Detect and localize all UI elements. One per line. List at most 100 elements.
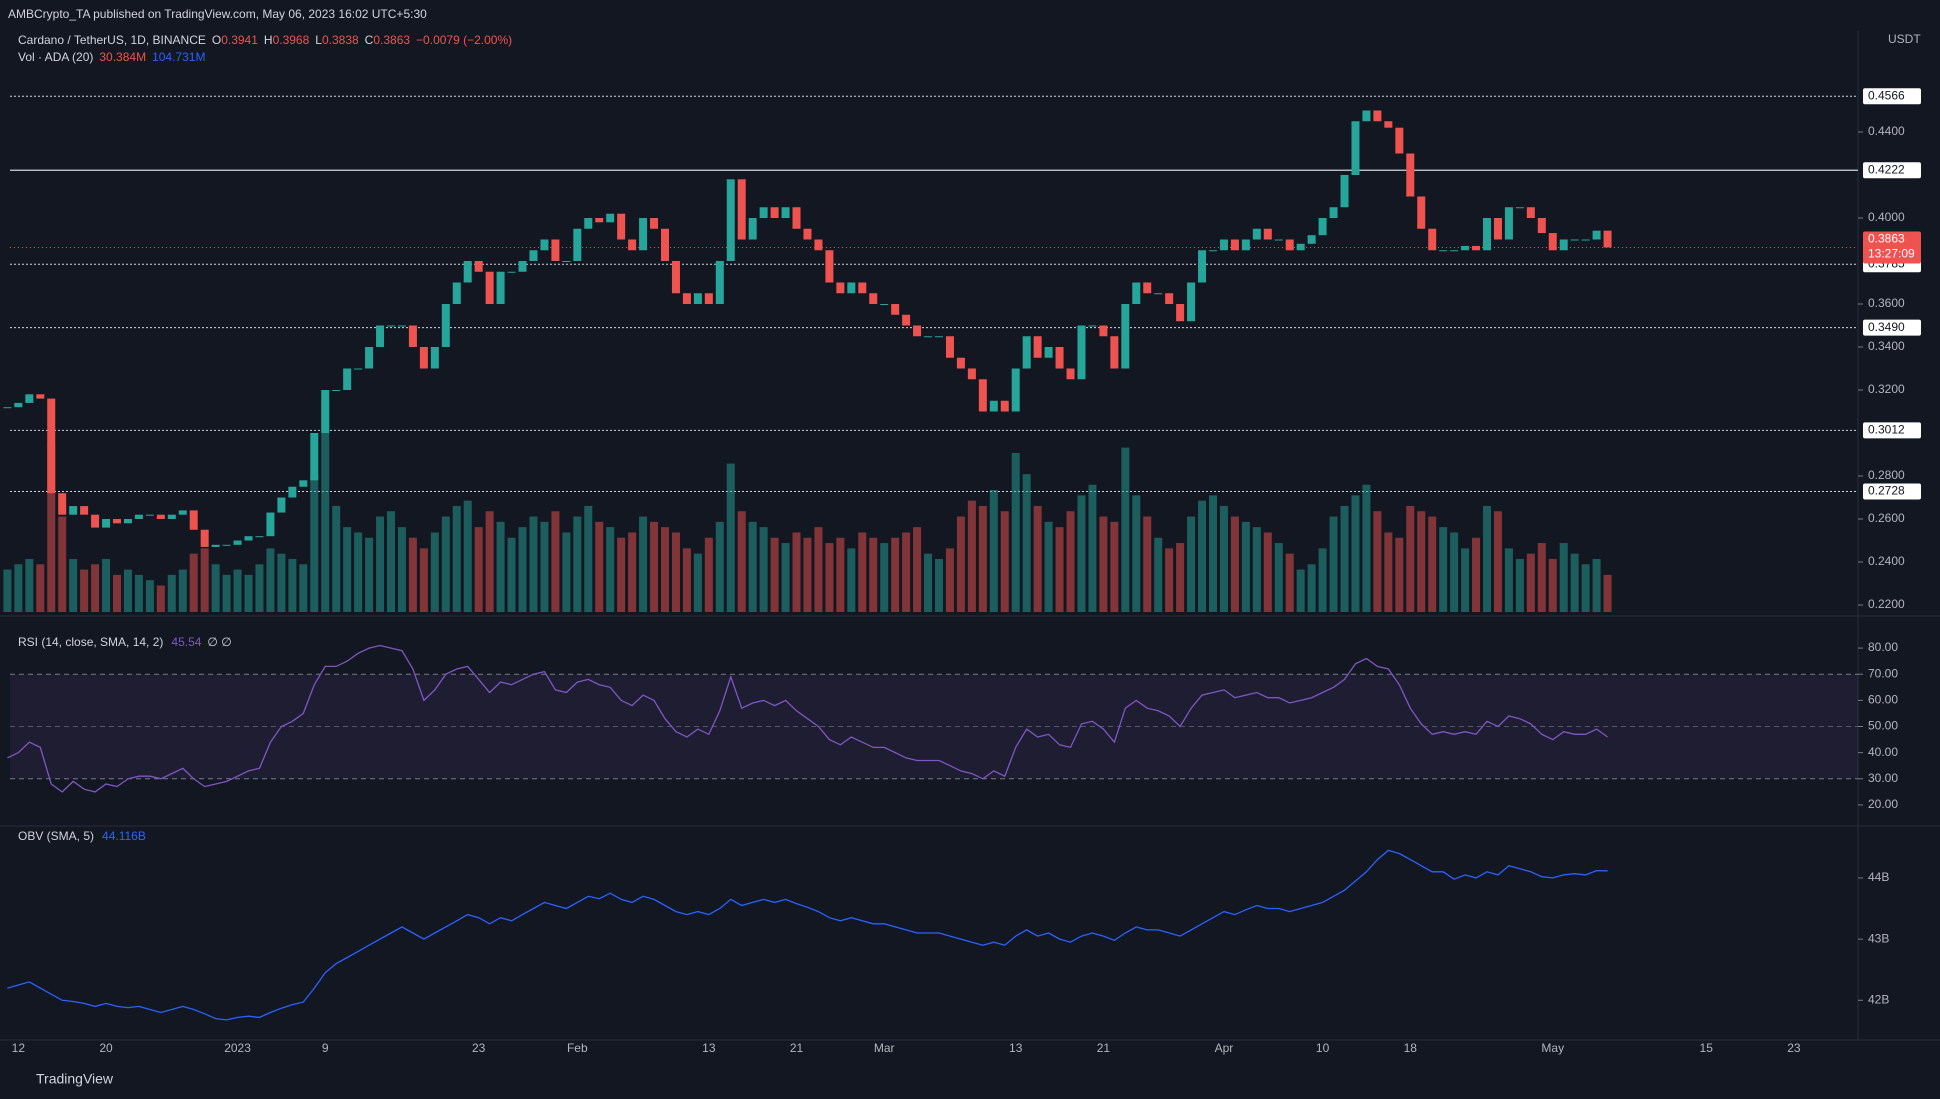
- volume-bar: [1439, 527, 1448, 612]
- volume-name: Vol · ADA (20): [18, 50, 93, 64]
- candle-body: [134, 514, 143, 519]
- candle-body: [1209, 250, 1217, 252]
- volume-bar: [1559, 543, 1568, 612]
- y-tick-label: 20.00: [1868, 797, 1898, 811]
- level-label: 0.2728: [1868, 484, 1905, 498]
- candle-body: [167, 514, 176, 519]
- candle-body: [1011, 368, 1020, 412]
- volume-bar: [145, 580, 154, 612]
- candle-body: [123, 519, 132, 524]
- candle-body: [332, 390, 341, 391]
- volume-bar: [671, 532, 680, 612]
- candle-body: [419, 347, 428, 369]
- candle-body: [80, 506, 89, 515]
- footer-logo: TradingView: [36, 1071, 114, 1087]
- volume-bar: [1504, 548, 1513, 612]
- candle-body: [474, 261, 483, 272]
- candle-body: [288, 486, 297, 498]
- candle-body: [913, 325, 922, 337]
- volume-bar: [913, 527, 922, 612]
- candle-body: [343, 368, 352, 390]
- y-tick-label: 0.2600: [1868, 511, 1905, 525]
- candle-body: [693, 293, 702, 304]
- candle-body: [255, 536, 264, 538]
- candle-body: [529, 250, 538, 261]
- volume-bar: [836, 537, 845, 612]
- candle-body: [25, 394, 34, 403]
- x-tick-label: 20: [99, 1041, 113, 1055]
- y-tick-label: 0.4000: [1868, 210, 1905, 224]
- candle-body: [978, 379, 987, 412]
- candle-body: [661, 228, 669, 261]
- y-tick-label: 42B: [1868, 992, 1889, 1006]
- volume-bar: [1428, 516, 1437, 612]
- volume-bar: [47, 442, 56, 612]
- symbol: Cardano / TetherUS, 1D, BINANCE: [18, 33, 206, 47]
- currency: USDT: [1888, 32, 1921, 46]
- volume-bar: [376, 516, 385, 612]
- volume-bar: [365, 537, 374, 612]
- indicator-value: 45.54: [171, 635, 201, 649]
- volume-bar: [737, 511, 746, 612]
- candle-body: [14, 402, 23, 408]
- published-line: AMBCrypto_TA published on TradingView.co…: [8, 7, 427, 21]
- volume-bar: [1351, 495, 1360, 612]
- indicator-legend: RSI (14, close, SMA, 14, 2) 45.54 ∅ ∅: [18, 635, 232, 649]
- level-label-box: [1863, 422, 1921, 439]
- volume-bar: [1274, 543, 1283, 612]
- candle-body: [1362, 110, 1371, 122]
- x-tick-label: 21: [790, 1041, 804, 1055]
- candle-body: [759, 207, 768, 218]
- candle-body: [244, 536, 253, 541]
- volume-bar: [639, 516, 648, 612]
- level-label-box: [1863, 88, 1921, 105]
- ohlc-key: H: [264, 33, 273, 47]
- candle-body: [233, 540, 242, 545]
- volume-bar: [1066, 511, 1075, 612]
- ohlc-value: 0.3968: [273, 33, 310, 47]
- volume-bar: [1373, 511, 1382, 612]
- candle-body: [814, 239, 823, 251]
- volume-bar: [1011, 452, 1020, 612]
- candle-body: [1548, 233, 1557, 251]
- candle-body: [989, 400, 998, 412]
- candle-body: [1493, 218, 1502, 240]
- volume-bar: [759, 527, 768, 612]
- candle-body: [178, 510, 187, 515]
- x-tick-label: 13: [702, 1041, 716, 1055]
- candle-body: [891, 304, 900, 315]
- candle-body: [430, 347, 439, 369]
- candle-body: [1318, 218, 1327, 236]
- candle-body: [573, 228, 582, 261]
- candle-body: [825, 250, 834, 283]
- volume-bar: [452, 505, 461, 612]
- volume-bar: [1165, 548, 1174, 612]
- volume-value: 104.731M: [152, 50, 205, 64]
- volume-bar: [1537, 543, 1546, 612]
- volume-bar: [1581, 564, 1590, 612]
- candle-body: [1143, 282, 1152, 294]
- candle-body: [69, 506, 78, 515]
- candle-body: [1066, 368, 1075, 380]
- volume-bar: [343, 527, 352, 612]
- volume-bar: [1219, 505, 1228, 612]
- candle-body: [858, 282, 867, 294]
- x-tick-label: 23: [1787, 1041, 1801, 1055]
- ohlc-key: O: [212, 33, 221, 47]
- volume-bar: [113, 574, 121, 612]
- volume-bar: [1450, 532, 1459, 612]
- candle-body: [102, 519, 111, 528]
- volume-bar: [178, 569, 187, 612]
- volume-bar: [945, 548, 954, 612]
- volume-bar: [617, 537, 626, 612]
- volume-bar: [1022, 474, 1031, 612]
- candle-body: [189, 510, 198, 530]
- volume-bar: [496, 521, 505, 612]
- candle-body: [1592, 230, 1601, 240]
- volume-bar: [978, 505, 987, 612]
- volume-bar: [825, 543, 834, 612]
- volume-bar: [1570, 553, 1579, 612]
- candle-body: [310, 433, 319, 481]
- candle-body: [781, 207, 790, 218]
- candle-body: [485, 271, 494, 304]
